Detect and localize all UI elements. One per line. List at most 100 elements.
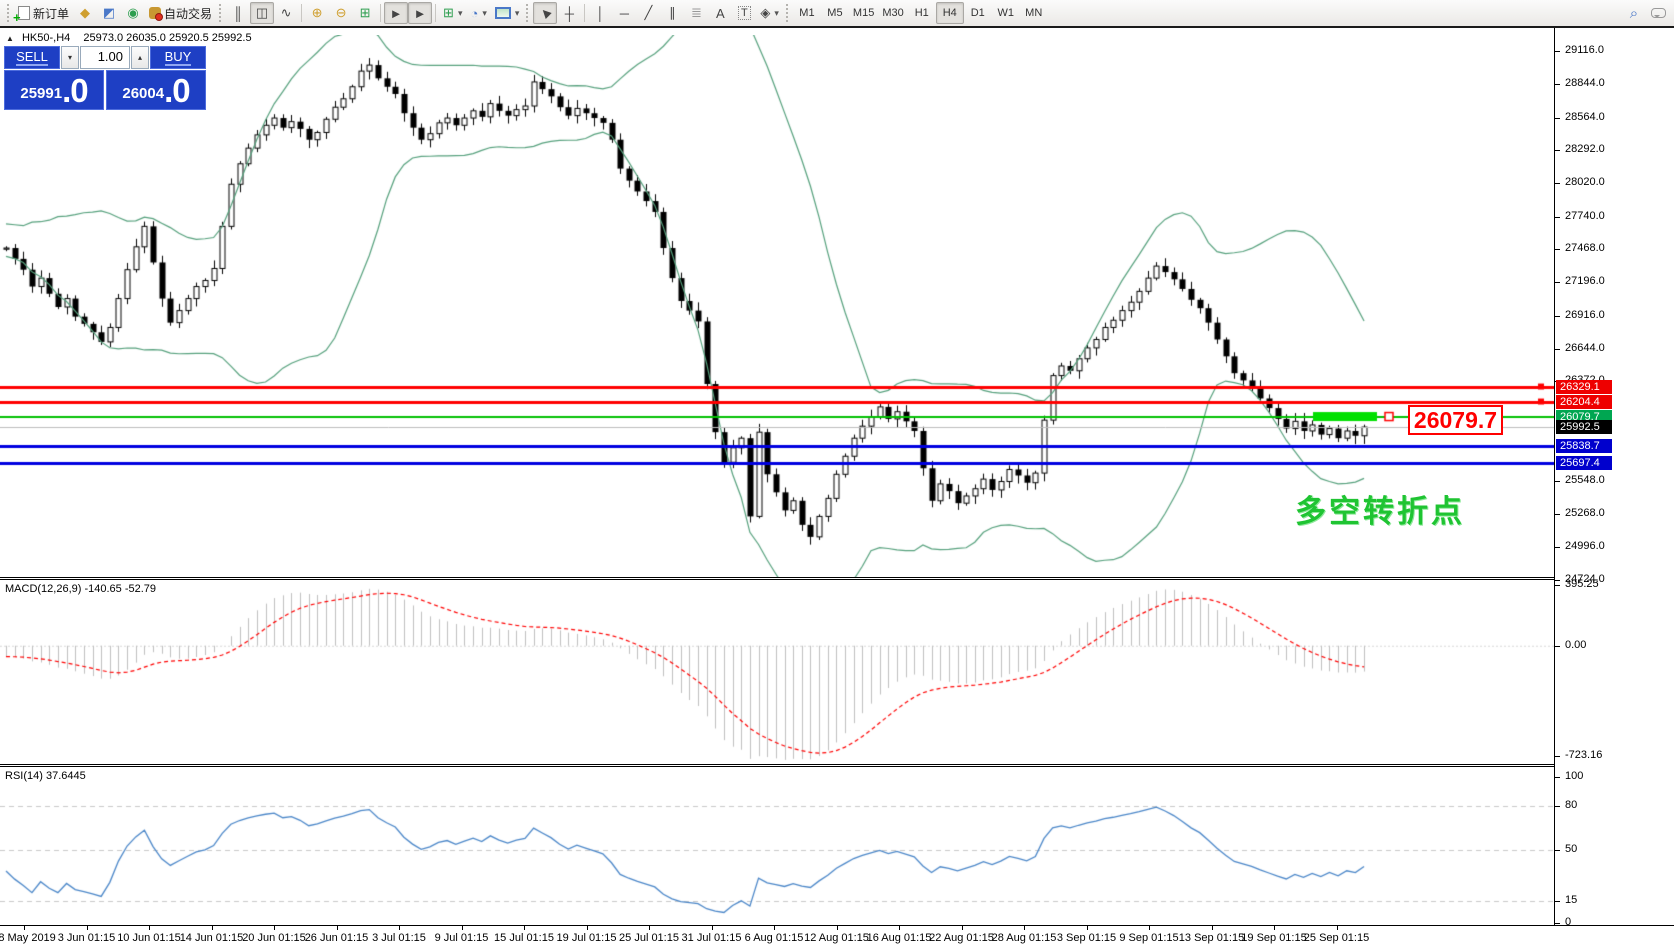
date-tick-label: 9 Jul 01:15 — [434, 932, 489, 944]
volume-increase-button[interactable]: ▴ — [131, 46, 149, 69]
axis-tick-mark — [1555, 901, 1560, 903]
bar-chart-icon: ║ — [233, 5, 243, 21]
new-chart-button[interactable]: ⊞ ▾ — [439, 2, 466, 24]
search-icon: ⌕ — [1629, 4, 1639, 22]
date-tick-label: 3 Jul 01:15 — [372, 932, 426, 944]
chat-icon — [1650, 8, 1666, 18]
market-watch-button[interactable]: ◩ — [97, 2, 121, 24]
axis-tick-mark — [1555, 923, 1560, 924]
zoom-in-button[interactable]: ⊕ — [305, 2, 329, 24]
price-callout-box[interactable]: 26079.7 — [1408, 405, 1503, 435]
price-level-label: 25697.4 — [1556, 455, 1612, 470]
toolbar-separator — [380, 4, 382, 22]
date-tick-mark — [1274, 926, 1275, 930]
collapse-trade-panel-icon[interactable]: ▲ — [6, 34, 14, 43]
axis-tick-mark — [1555, 150, 1560, 152]
rsi-tick-label: 0 — [1565, 916, 1572, 928]
date-tick-mark — [524, 926, 525, 930]
date-tick-mark — [774, 926, 775, 930]
date-tick-mark — [1211, 926, 1213, 930]
channel-icon: ∥ — [669, 5, 676, 20]
tf-h4-button[interactable]: H4 — [935, 2, 964, 24]
chart-shift-button[interactable]: ► — [408, 2, 433, 24]
tf-w1-button[interactable]: W1 — [997, 7, 1014, 19]
price-chart-canvas[interactable] — [0, 35, 1554, 579]
panel-separator[interactable] — [0, 577, 1674, 580]
date-tick-label: 19 Sep 01:15 — [1241, 932, 1307, 944]
macd-panel-canvas[interactable] — [0, 580, 1554, 765]
volume-decrease-button[interactable]: ▾ — [61, 46, 79, 69]
chinese-annotation[interactable]: 多空转折点 — [1295, 494, 1465, 529]
sell-price-button[interactable]: 25991.0 — [4, 70, 104, 110]
new-order-button[interactable]: + 新订单 — [13, 2, 73, 24]
tf-m15-button[interactable]: M15 — [852, 7, 875, 19]
periods-button[interactable]: ◔ ▾ — [466, 2, 490, 24]
toolbar-drag-handle[interactable] — [7, 4, 11, 22]
price-tick-label: 28020.0 — [1565, 176, 1605, 189]
arrows-button[interactable]: ◈ ▾ — [756, 2, 783, 24]
zoom-out-button[interactable]: ⊖ — [329, 2, 353, 24]
axis-tick-mark — [1555, 249, 1560, 251]
templates-button[interactable]: ▾ — [491, 2, 524, 24]
signals-button[interactable]: ◉ — [121, 2, 145, 24]
ohlc-values: 25973.0 26035.0 25920.5 25992.5 — [83, 32, 252, 44]
line-chart-button[interactable]: ∿ — [274, 2, 298, 24]
date-tick-label: 22 Aug 01:15 — [929, 932, 994, 944]
macd-tick-label: -723.16 — [1565, 749, 1603, 762]
tf-m5-button[interactable]: M5 — [827, 7, 843, 19]
volume-input[interactable]: 1.00 — [80, 46, 130, 69]
date-tick-mark — [336, 926, 338, 930]
axis-tick-mark — [1555, 348, 1560, 350]
candlestick-chart-button[interactable]: ◫ — [250, 2, 275, 24]
chevron-down-icon: ▾ — [482, 7, 487, 18]
tf-d1-button[interactable]: D1 — [970, 7, 985, 19]
toolbar-separator — [435, 4, 437, 22]
axis-tick-mark — [1555, 514, 1560, 516]
date-tick-mark — [899, 926, 900, 930]
text-button[interactable]: A — [708, 2, 732, 24]
channel-button[interactable]: ∥ — [660, 2, 684, 24]
date-tick-mark — [86, 926, 88, 930]
auto-scroll-button[interactable]: ► — [384, 2, 409, 24]
search-button[interactable]: ⌕ — [1622, 2, 1646, 24]
text-label-button[interactable]: T — [732, 2, 756, 24]
trendline-button[interactable]: ╱ — [636, 2, 660, 24]
axis-tick-mark — [1555, 645, 1560, 647]
vertical-line-button[interactable]: │ — [588, 2, 612, 24]
cursor-button[interactable]: ▶ — [533, 2, 558, 24]
buy-price-button[interactable]: 26004.0 — [106, 70, 206, 110]
date-tick-label: 25 Jul 01:15 — [619, 932, 679, 944]
buy-button[interactable]: BUY — [150, 46, 206, 69]
spin-down-icon: ▾ — [67, 53, 72, 62]
date-tick-label: 25 Sep 01:15 — [1303, 932, 1370, 944]
market-watch-icon: ◩ — [102, 5, 116, 20]
price-tick-label: 25268.0 — [1565, 507, 1605, 520]
templates-icon — [494, 7, 511, 19]
price-level-label: 25992.5 — [1556, 420, 1612, 435]
axis-tick-mark — [1555, 117, 1560, 119]
horizontal-line-button[interactable]: ─ — [612, 2, 636, 24]
tile-windows-button[interactable]: ⊞ — [353, 2, 377, 24]
price-tick-label: 27740.0 — [1565, 209, 1605, 222]
date-tick-mark — [711, 926, 713, 930]
axis-tick-mark — [1555, 756, 1560, 758]
rsi-tick-label: 100 — [1565, 770, 1584, 782]
date-tick-label: 14 Jun 01:15 — [179, 932, 244, 944]
styles-button[interactable]: ◆ — [73, 2, 97, 24]
tf-h1-button[interactable]: H1 — [914, 7, 929, 19]
price-axis[interactable]: 29116.0 28844.0 28564.0 28292.0 28020.0 27740… — [1554, 28, 1674, 928]
tf-m30-button[interactable]: M30 — [882, 7, 904, 19]
rsi-panel-canvas[interactable] — [0, 766, 1554, 924]
autotrading-button[interactable]: 自动交易 — [145, 2, 216, 24]
date-tick-mark — [1086, 926, 1088, 930]
crosshair-button[interactable]: ┼ — [557, 2, 581, 24]
tf-m1-button[interactable]: M1 — [799, 7, 815, 19]
bar-chart-button[interactable]: ║ — [226, 2, 250, 24]
tf-mn-button[interactable]: MN — [1025, 7, 1043, 19]
sell-button[interactable]: SELL — [4, 46, 60, 69]
chart-window: ▲ HK50-,H4 25973.0 26035.0 25920.5 25992… — [0, 26, 1674, 949]
fibonacci-button[interactable]: ≣ — [684, 2, 708, 24]
chat-button[interactable] — [1646, 2, 1670, 24]
panel-separator[interactable] — [0, 764, 1674, 767]
